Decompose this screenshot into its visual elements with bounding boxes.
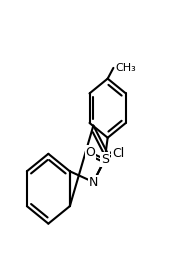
Text: O: O: [86, 146, 95, 159]
Text: O: O: [112, 146, 122, 159]
Text: Cl: Cl: [113, 147, 125, 160]
Text: S: S: [101, 153, 109, 166]
Text: N: N: [89, 176, 98, 188]
Text: CH₃: CH₃: [115, 63, 136, 73]
